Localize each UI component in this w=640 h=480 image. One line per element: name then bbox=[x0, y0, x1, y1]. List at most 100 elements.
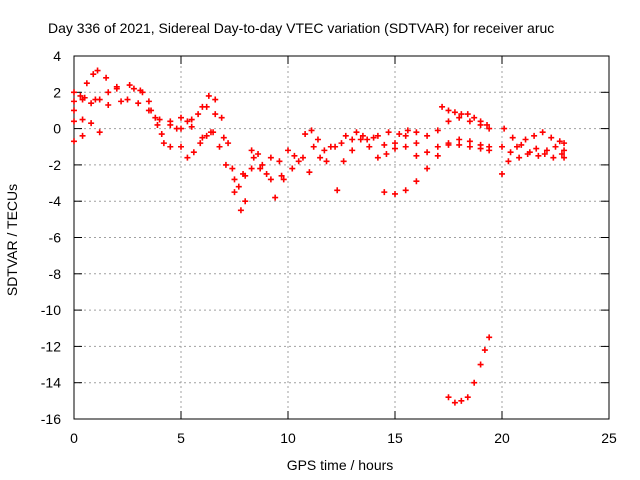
y-tick-label: 2 bbox=[53, 84, 61, 100]
data-point bbox=[439, 103, 446, 110]
data-point bbox=[445, 141, 452, 148]
series-arc11 bbox=[499, 129, 568, 177]
data-point bbox=[220, 134, 227, 141]
data-point bbox=[561, 140, 568, 147]
x-axis-title: GPS time / hours bbox=[287, 457, 394, 473]
data-point bbox=[212, 96, 219, 103]
data-point bbox=[486, 125, 493, 132]
data-point bbox=[291, 152, 298, 159]
data-point bbox=[366, 143, 373, 150]
data-point bbox=[240, 170, 247, 177]
data-point bbox=[222, 161, 229, 168]
y-tick-label: 0 bbox=[53, 121, 61, 137]
data-point bbox=[434, 143, 441, 150]
data-point bbox=[484, 121, 491, 128]
y-tick-label: -12 bbox=[41, 338, 61, 354]
data-point bbox=[413, 129, 420, 136]
data-point bbox=[178, 143, 184, 150]
data-point bbox=[105, 102, 112, 109]
data-point bbox=[466, 143, 473, 150]
data-point bbox=[383, 151, 390, 158]
data-point bbox=[424, 165, 431, 172]
data-point bbox=[434, 127, 441, 134]
data-point bbox=[124, 96, 131, 103]
data-point bbox=[402, 187, 409, 194]
data-point bbox=[552, 143, 559, 150]
data-point bbox=[229, 165, 236, 172]
data-point bbox=[248, 165, 255, 172]
data-point bbox=[466, 138, 473, 145]
y-tick-label: -10 bbox=[41, 302, 61, 318]
data-point bbox=[481, 347, 488, 354]
data-point bbox=[237, 207, 244, 214]
data-point bbox=[456, 141, 463, 148]
data-point bbox=[259, 161, 266, 168]
data-point bbox=[88, 100, 95, 107]
data-point bbox=[424, 149, 431, 156]
data-point bbox=[548, 134, 555, 141]
data-point bbox=[458, 111, 465, 118]
data-point bbox=[79, 116, 86, 123]
data-point bbox=[499, 143, 505, 150]
y-tick-label: -14 bbox=[41, 375, 61, 391]
data-point bbox=[413, 178, 420, 185]
data-point bbox=[299, 154, 306, 161]
y-tick-label: -4 bbox=[49, 193, 62, 209]
data-point bbox=[445, 118, 452, 125]
y-axis-title: SDTVAR / TECUs bbox=[4, 184, 20, 296]
data-point bbox=[359, 132, 366, 139]
data-point bbox=[295, 158, 302, 165]
series-arc6 bbox=[178, 129, 217, 161]
data-point bbox=[486, 143, 493, 150]
data-point bbox=[88, 120, 95, 127]
data-point bbox=[561, 154, 568, 161]
data-point bbox=[464, 394, 471, 401]
data-point bbox=[225, 140, 232, 147]
data-point bbox=[314, 136, 321, 143]
series-arc9 bbox=[439, 103, 491, 128]
data-point bbox=[516, 154, 523, 161]
data-point bbox=[71, 138, 77, 145]
data-point bbox=[152, 114, 159, 121]
data-point bbox=[509, 134, 516, 141]
data-point bbox=[402, 143, 409, 150]
data-point bbox=[71, 89, 77, 96]
data-point bbox=[167, 118, 174, 125]
data-points bbox=[71, 67, 568, 406]
data-point bbox=[370, 134, 377, 141]
data-point bbox=[471, 114, 478, 121]
data-point bbox=[103, 74, 110, 81]
data-point bbox=[477, 118, 484, 125]
data-point bbox=[118, 98, 125, 105]
data-point bbox=[349, 147, 356, 154]
data-point bbox=[501, 125, 508, 132]
data-point bbox=[242, 198, 249, 205]
data-point bbox=[94, 67, 101, 74]
y-tick-label: -6 bbox=[49, 230, 62, 246]
data-point bbox=[349, 136, 356, 143]
data-point bbox=[137, 87, 144, 94]
data-point bbox=[381, 189, 388, 196]
data-point bbox=[71, 98, 77, 105]
data-point bbox=[190, 149, 197, 156]
data-point bbox=[267, 176, 274, 183]
data-point bbox=[374, 154, 381, 161]
data-point bbox=[71, 118, 77, 125]
x-tick-label: 25 bbox=[601, 430, 617, 446]
y-tick-label: -8 bbox=[49, 266, 62, 282]
data-point bbox=[381, 141, 388, 148]
data-point bbox=[135, 100, 142, 107]
data-point bbox=[216, 143, 223, 150]
data-point bbox=[513, 143, 520, 150]
data-point bbox=[77, 92, 84, 99]
data-point bbox=[203, 132, 210, 139]
data-point bbox=[289, 165, 296, 172]
data-point bbox=[310, 143, 317, 150]
data-point bbox=[285, 147, 291, 154]
data-point bbox=[105, 89, 112, 96]
data-point bbox=[535, 152, 542, 159]
data-point bbox=[250, 154, 257, 161]
series-arc7 bbox=[340, 114, 493, 165]
data-point bbox=[531, 132, 538, 139]
